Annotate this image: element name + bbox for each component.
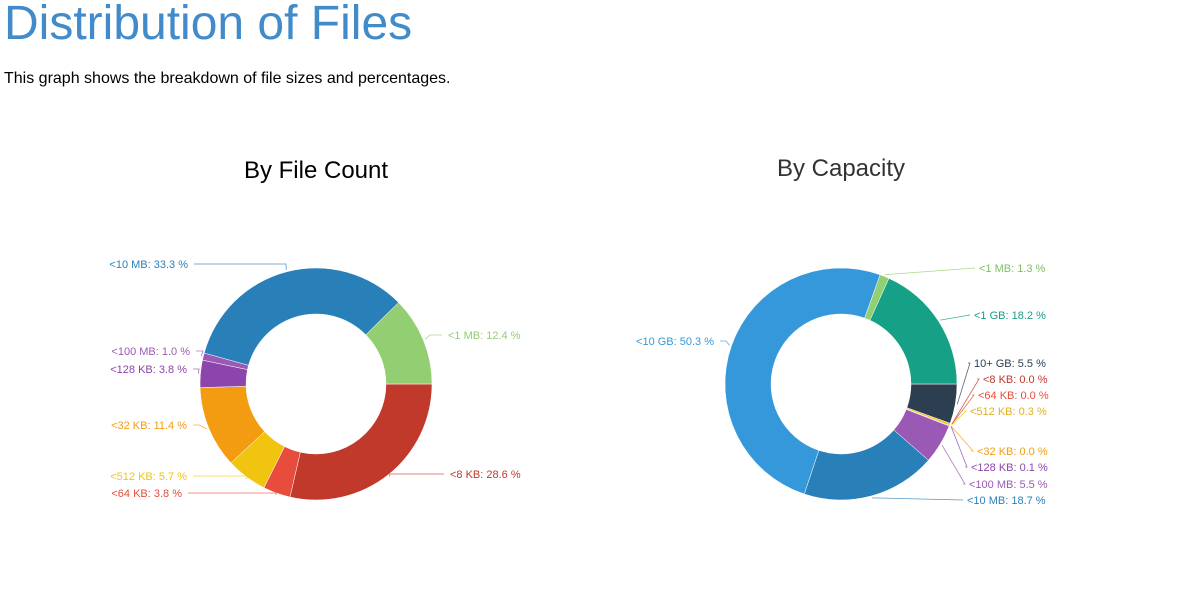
file-count-donut-chart: By File Count <8 KB: 28.6 % <64 KB: 3.8 %… [109, 157, 521, 501]
leader-line [193, 475, 255, 479]
slice-label-8-kb: <8 KB: 28.6 % [450, 469, 521, 481]
leader-line [941, 444, 966, 485]
leader-line [389, 473, 444, 477]
slice-label-32-kb: <32 KB: 0.0 % [977, 446, 1048, 458]
page-title: Distribution of Files [4, 0, 413, 50]
slice-label-64-kb: <64 KB: 0.0 % [978, 390, 1049, 402]
slice-label-1-mb: <1 MB: 1.3 % [979, 263, 1046, 275]
leader-line [424, 334, 442, 340]
slice-label-100-mb: <100 MB: 1.0 % [111, 346, 190, 358]
slice-label-128-kb: <128 KB: 3.8 % [110, 364, 187, 376]
slice-label-1-gb: <1 GB: 18.2 % [974, 310, 1046, 322]
slice-label-32-kb: <32 KB: 11.4 % [111, 420, 187, 432]
leader-line [951, 410, 967, 426]
leader-line [956, 362, 971, 405]
leader-line [188, 492, 277, 496]
slice-label-8-kb: <8 KB: 0.0 % [983, 374, 1048, 386]
slice-label-1-mb: <1 MB: 12.4 % [448, 330, 521, 342]
capacity-slices [724, 267, 958, 501]
page-description: This graph shows the breakdown of file s… [4, 70, 451, 87]
leader-line [885, 267, 976, 276]
slice-10-mb[interactable] [203, 267, 399, 366]
capacity-labels: 10+ GB: 5.5 % <8 KB: 0.0 % <64 KB: 0.0 % <5… [636, 263, 1049, 507]
leader-line [871, 497, 964, 501]
leader-line [950, 425, 974, 452]
slice-label-10-mb: <10 MB: 33.3 % [109, 259, 188, 271]
leader-line [951, 394, 975, 425]
slice-1-mb[interactable] [365, 302, 433, 385]
slice-1-gb[interactable] [869, 278, 958, 385]
leader-line [194, 263, 287, 270]
chart-title-capacity: By Capacity [777, 155, 905, 182]
leader-line [720, 340, 730, 346]
leader-line [193, 368, 200, 374]
file-count-slices [199, 267, 433, 501]
slice-label-512-kb: <512 KB: 0.3 % [970, 406, 1047, 418]
slice-label-10-gb: 10+ GB: 5.5 % [974, 358, 1046, 370]
slice-label-10-mb: <10 MB: 18.7 % [967, 495, 1046, 507]
slice-label-100-mb: <100 MB: 5.5 % [969, 479, 1048, 491]
capacity-donut-chart: By Capacity 10+ GB: 5.5 % <8 KB: 0.0 % <64… [636, 155, 1049, 507]
slice-label-512-kb: <512 KB: 5.7 % [110, 471, 187, 483]
slice-label-64-kb: <64 KB: 3.8 % [111, 488, 182, 500]
leader-line [940, 314, 971, 321]
file-count-labels: <8 KB: 28.6 % <64 KB: 3.8 % <512 KB: 5.7 %… [109, 259, 520, 500]
leader-line [950, 426, 968, 468]
leader-line [193, 424, 208, 430]
leader-line [951, 378, 980, 425]
slice-label-128-kb: <128 KB: 0.1 % [971, 462, 1048, 474]
slice-label-10-gb: <10 GB: 50.3 % [636, 336, 714, 348]
chart-title-file-count: By File Count [244, 157, 388, 184]
slice-8-kb[interactable] [289, 383, 433, 501]
leader-line [196, 350, 204, 357]
